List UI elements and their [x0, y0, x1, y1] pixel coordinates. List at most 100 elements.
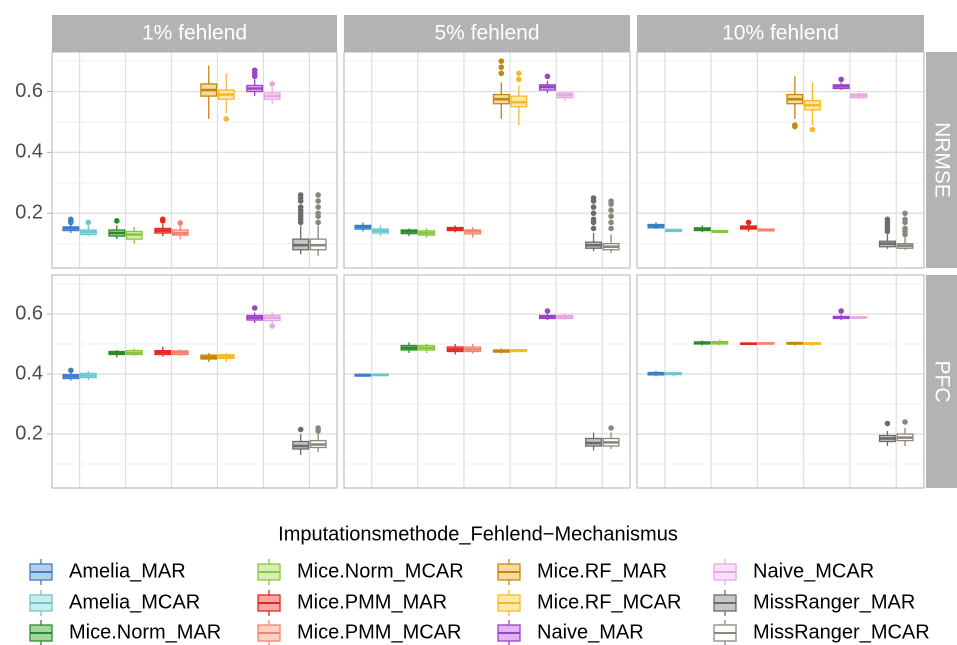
- outlier: [114, 218, 120, 224]
- panel-border: [636, 51, 925, 269]
- panel: [343, 51, 631, 269]
- panel-background: [344, 275, 630, 488]
- outlier: [608, 213, 614, 220]
- outlier: [498, 64, 505, 71]
- outlier: [902, 216, 908, 223]
- outlier: [251, 67, 258, 74]
- outlier: [315, 425, 321, 431]
- outlier: [269, 81, 275, 87]
- outlier: [590, 216, 597, 223]
- strip-label: 1% fehlend: [142, 22, 247, 45]
- legend-item: Naive_MAR: [497, 620, 644, 645]
- outlier: [544, 308, 551, 314]
- outlier: [884, 420, 891, 427]
- panel: [343, 274, 631, 489]
- y-tick-label: 0.2: [15, 202, 43, 224]
- outlier: [269, 323, 275, 329]
- legend-label: Naive_MCAR: [753, 560, 874, 582]
- outlier: [68, 216, 74, 223]
- outlier: [809, 126, 816, 133]
- outlier: [838, 76, 844, 83]
- panel-border: [51, 274, 338, 489]
- outlier: [608, 198, 614, 204]
- legend-label: Mice.Norm_MAR: [69, 621, 221, 643]
- outlier: [884, 216, 891, 223]
- legend-item: MissRanger_MCAR: [713, 620, 930, 645]
- panel-background: [52, 52, 337, 268]
- panel-border: [343, 51, 631, 269]
- outlier: [315, 210, 321, 217]
- outlier: [516, 76, 522, 83]
- panel-border: [636, 274, 925, 489]
- strip-label: PFC: [930, 361, 953, 403]
- outlier: [159, 216, 166, 223]
- legend-label: MissRanger_MAR: [753, 591, 915, 613]
- panel: [636, 51, 925, 269]
- outlier: [297, 426, 304, 433]
- strip: [344, 15, 630, 52]
- strip-label: 5% fehlend: [434, 22, 539, 45]
- strip-label: 10% fehlend: [722, 22, 839, 45]
- outlier: [608, 425, 614, 431]
- y-tick-label: 0.4: [15, 362, 43, 384]
- outlier: [315, 204, 321, 210]
- legend-label: Mice.Norm_MCAR: [297, 560, 464, 582]
- outlier: [590, 225, 597, 232]
- panel: [51, 274, 338, 489]
- legend-item: Mice.RF_MCAR: [497, 590, 681, 616]
- outlier: [177, 220, 184, 226]
- legend-label: Naive_MAR: [537, 621, 644, 643]
- outlier: [902, 210, 908, 217]
- legend-label: MissRanger_MCAR: [753, 621, 930, 643]
- outlier: [792, 123, 798, 130]
- outlier: [315, 198, 321, 204]
- outlier: [297, 192, 304, 198]
- legend-label: Mice.RF_MAR: [537, 560, 667, 582]
- outlier: [223, 116, 230, 122]
- panel-border: [51, 51, 338, 269]
- outlier: [590, 204, 597, 210]
- outlier: [297, 204, 304, 210]
- outlier: [608, 219, 614, 226]
- outlier: [68, 367, 74, 374]
- outlier: [315, 219, 321, 226]
- panel-background: [52, 275, 337, 488]
- legend-item: Amelia_MCAR: [29, 590, 200, 616]
- strip-label: NRMSE: [930, 122, 953, 198]
- outlier: [590, 210, 597, 217]
- legend-label: Mice.PMM_MAR: [297, 591, 447, 613]
- legend-label: Amelia_MAR: [69, 560, 186, 582]
- legend-item: Mice.RF_MAR: [497, 559, 667, 585]
- legend-item: Mice.PMM_MCAR: [257, 620, 461, 645]
- outlier: [902, 419, 908, 425]
- outlier: [544, 73, 551, 80]
- strip: [52, 15, 337, 52]
- legend-item: Mice.PMM_MAR: [257, 590, 447, 616]
- outlier: [590, 195, 597, 201]
- outlier: [85, 219, 92, 226]
- legend-title: Imputationsmethode_Fehlend−Mechanismus: [278, 523, 678, 545]
- legend-label: Mice.RF_MCAR: [537, 591, 681, 613]
- outlier: [315, 192, 321, 198]
- outlier: [608, 207, 614, 213]
- outlier: [498, 70, 505, 77]
- y-tick-label: 0.6: [15, 80, 43, 102]
- panel: [51, 51, 338, 269]
- legend-item: Naive_MCAR: [713, 559, 874, 585]
- strip: [637, 15, 924, 52]
- panel-border: [343, 274, 631, 489]
- y-tick-label: 0.2: [15, 422, 43, 444]
- y-tick-label: 0.6: [15, 302, 43, 324]
- outlier: [902, 225, 908, 232]
- strip: [926, 52, 957, 268]
- legend-label: Amelia_MCAR: [69, 591, 200, 613]
- panel-background: [344, 52, 630, 268]
- outlier: [498, 58, 505, 64]
- legend-item: Mice.Norm_MAR: [29, 620, 221, 645]
- legend-item: MissRanger_MAR: [713, 590, 915, 616]
- outlier: [745, 219, 752, 226]
- legend-item: Mice.Norm_MCAR: [257, 559, 464, 585]
- outlier: [251, 305, 258, 311]
- panel-background: [637, 275, 924, 488]
